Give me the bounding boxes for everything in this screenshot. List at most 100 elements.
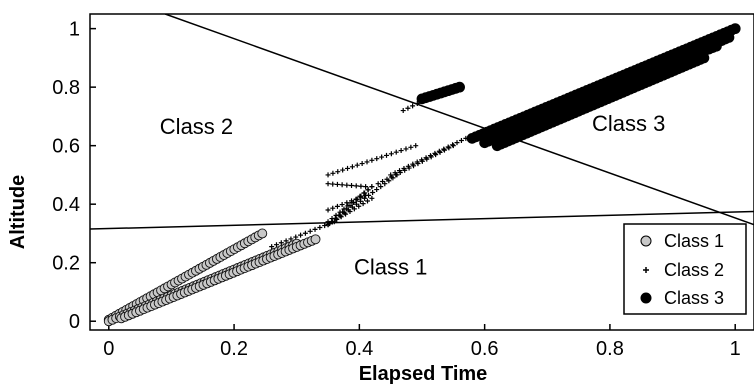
- legend-label-class-3: Class 3: [664, 288, 724, 308]
- data-point: [298, 232, 304, 238]
- legend-marker-class-3: [640, 292, 652, 304]
- data-point: [446, 145, 452, 151]
- x-tick-label: 0.6: [471, 338, 499, 360]
- data-point: [356, 203, 362, 209]
- data-point: [354, 162, 360, 168]
- data-point: [269, 244, 275, 250]
- legend-label-class-1: Class 1: [664, 231, 724, 251]
- data-point: [325, 181, 331, 187]
- region-label: Class 2: [160, 114, 233, 139]
- data-point: [317, 224, 323, 230]
- data-point: [433, 152, 439, 158]
- decision-boundary: [164, 14, 754, 226]
- data-point: [384, 152, 390, 158]
- data-point: [369, 195, 375, 201]
- y-tick-label: 0.6: [52, 136, 80, 158]
- data-point: [363, 184, 369, 190]
- data-point: [337, 209, 343, 215]
- data-point: [365, 198, 371, 204]
- data-point: [322, 223, 328, 229]
- data-point: [357, 193, 363, 199]
- data-point: [345, 165, 351, 171]
- data-point: [711, 40, 722, 52]
- data-point: [402, 167, 408, 173]
- data-point: [729, 23, 741, 35]
- data-point: [349, 164, 355, 170]
- data-point: [358, 183, 364, 189]
- data-point: [393, 149, 399, 155]
- data-point: [379, 154, 385, 160]
- data-point: [330, 181, 336, 187]
- data-point: [369, 157, 375, 163]
- y-tick-label: 1: [69, 19, 80, 41]
- data-point: [353, 183, 359, 189]
- data-point: [361, 190, 367, 196]
- x-axis-label: Elapsed Time: [359, 363, 488, 385]
- data-point: [362, 195, 368, 201]
- legend-marker-class-2: [643, 267, 649, 273]
- data-point: [273, 242, 279, 248]
- data-point: [257, 228, 268, 239]
- data-point: [347, 209, 353, 214]
- data-point: [441, 147, 447, 153]
- data-point: [403, 146, 409, 152]
- y-axis-label: Altitude: [7, 175, 29, 249]
- data-point: [340, 167, 346, 173]
- legend: Class 1 Class 2 Class 3: [623, 223, 747, 315]
- data-point: [330, 205, 336, 211]
- data-point: [445, 144, 451, 150]
- data-point: [307, 228, 313, 234]
- data-point: [344, 200, 350, 206]
- y-tick-label: 0: [69, 311, 80, 333]
- x-tick-label: 0.2: [220, 338, 248, 360]
- data-point: [335, 169, 341, 175]
- region-label: Class 3: [592, 111, 665, 136]
- data-point: [343, 211, 349, 217]
- data-point: [723, 32, 735, 43]
- data-point: [312, 226, 318, 232]
- data-point: [458, 138, 464, 144]
- data-point: [398, 148, 404, 154]
- data-point: [333, 212, 339, 218]
- data-point: [360, 201, 366, 207]
- data-point: [288, 236, 294, 242]
- series-class-2: [269, 84, 469, 250]
- data-point: [405, 105, 411, 111]
- data-point: [424, 156, 430, 162]
- data-point: [374, 156, 380, 162]
- region-label: Class 1: [354, 254, 427, 279]
- data-point: [365, 187, 371, 193]
- data-point: [408, 144, 414, 150]
- data-point: [415, 161, 421, 167]
- data-point: [454, 140, 460, 146]
- data-point: [410, 103, 416, 109]
- data-point: [384, 176, 390, 182]
- data-point: [369, 184, 375, 190]
- data-point: [349, 200, 355, 206]
- data-point: [441, 146, 447, 152]
- boundary-lines: [90, 14, 754, 230]
- data-point: [351, 206, 357, 212]
- data-marks: [103, 23, 741, 327]
- data-point: [278, 240, 284, 246]
- data-point: [388, 151, 394, 157]
- legend-marker-class-1: [640, 235, 652, 247]
- data-point: [293, 234, 299, 240]
- data-point: [339, 182, 345, 188]
- y-tick-label: 0.2: [52, 253, 80, 275]
- data-point: [413, 143, 419, 149]
- data-point: [325, 172, 331, 178]
- data-point: [329, 216, 335, 222]
- y-tick-label: 0.8: [52, 77, 80, 99]
- data-point: [378, 184, 384, 190]
- data-point: [450, 143, 456, 149]
- data-point: [310, 234, 321, 245]
- data-point: [388, 174, 394, 180]
- data-point: [325, 207, 331, 213]
- data-point: [370, 189, 376, 195]
- data-point: [334, 203, 340, 209]
- data-point: [364, 159, 370, 165]
- data-point: [353, 196, 359, 202]
- region-labels: Class 2 Class 3 Class 1: [160, 111, 666, 279]
